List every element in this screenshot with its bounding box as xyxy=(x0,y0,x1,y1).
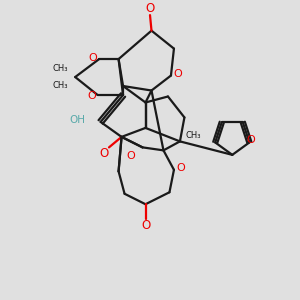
Text: O: O xyxy=(173,69,182,79)
Text: CH₃: CH₃ xyxy=(52,81,68,90)
Text: O: O xyxy=(146,2,154,15)
Text: O: O xyxy=(99,147,108,160)
Text: OH: OH xyxy=(70,116,86,125)
Text: O: O xyxy=(127,151,135,161)
Text: O: O xyxy=(141,219,150,232)
Text: O: O xyxy=(176,163,185,173)
Text: CH₃: CH₃ xyxy=(185,131,201,140)
Text: O: O xyxy=(89,52,98,63)
Text: O: O xyxy=(87,92,96,101)
Text: O: O xyxy=(246,135,255,145)
Text: CH₃: CH₃ xyxy=(52,64,68,73)
